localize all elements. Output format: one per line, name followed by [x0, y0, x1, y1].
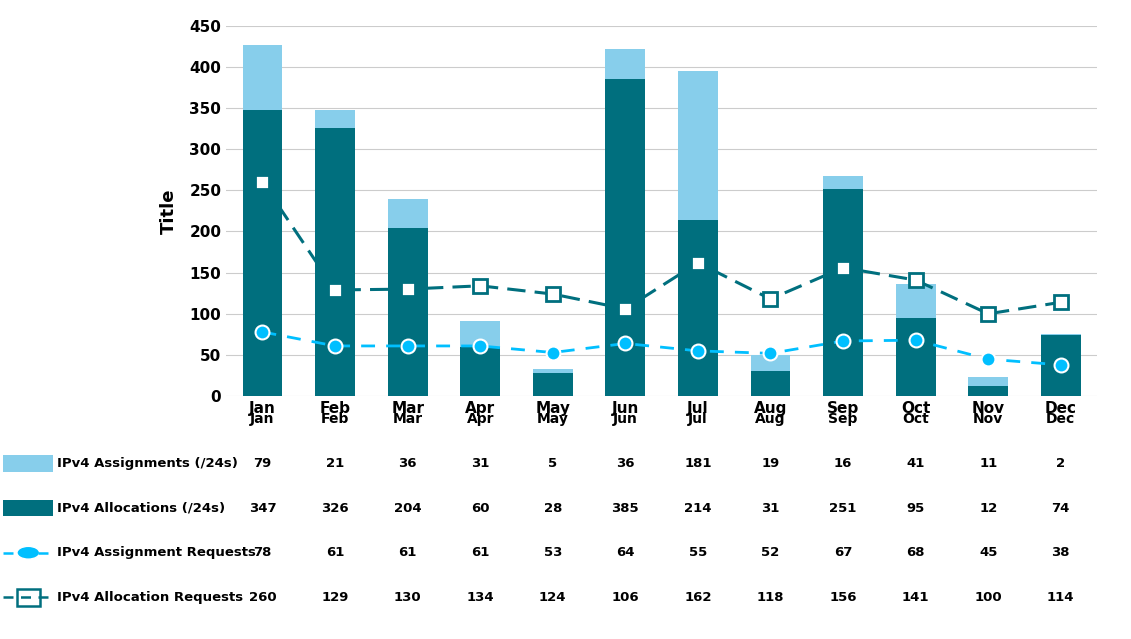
Text: 95: 95: [907, 502, 925, 514]
Text: 12: 12: [979, 502, 998, 514]
Text: 162: 162: [684, 591, 711, 604]
Text: 129: 129: [321, 591, 348, 604]
Text: 16: 16: [834, 457, 853, 470]
Bar: [823, 176, 863, 189]
Text: Jun: Jun: [613, 412, 638, 426]
Text: IPv4 Assignment Requests: IPv4 Assignment Requests: [57, 546, 256, 559]
Text: 347: 347: [249, 502, 276, 514]
Bar: [677, 220, 718, 396]
Text: Jul: Jul: [688, 412, 708, 426]
Bar: [896, 318, 935, 396]
Text: 31: 31: [470, 457, 490, 470]
Text: 385: 385: [612, 502, 639, 514]
Text: Apr: Apr: [466, 412, 494, 426]
Text: Nov: Nov: [973, 412, 1003, 426]
Text: 41: 41: [906, 457, 925, 470]
Bar: [1041, 334, 1081, 335]
Text: 36: 36: [616, 457, 634, 470]
Text: 55: 55: [689, 546, 707, 559]
Text: 118: 118: [757, 591, 784, 604]
Text: 67: 67: [834, 546, 853, 559]
Y-axis label: Title: Title: [161, 188, 179, 234]
Text: 60: 60: [470, 502, 490, 514]
Bar: [460, 321, 500, 347]
Text: 260: 260: [249, 591, 276, 604]
Bar: [388, 228, 428, 396]
Text: 36: 36: [398, 457, 417, 470]
Text: Mar: Mar: [392, 412, 423, 426]
Text: 156: 156: [829, 591, 857, 604]
Bar: [751, 371, 791, 396]
Text: 68: 68: [906, 546, 925, 559]
Text: 251: 251: [829, 502, 857, 514]
Bar: [677, 71, 718, 220]
Bar: [533, 369, 572, 373]
Text: Aug: Aug: [756, 412, 786, 426]
Text: 61: 61: [398, 546, 417, 559]
Text: 124: 124: [539, 591, 567, 604]
Text: 79: 79: [253, 457, 271, 470]
Text: 5: 5: [549, 457, 558, 470]
Text: 74: 74: [1052, 502, 1070, 514]
Text: Sep: Sep: [828, 412, 857, 426]
Text: 38: 38: [1052, 546, 1070, 559]
Text: 53: 53: [544, 546, 562, 559]
Bar: [751, 355, 791, 371]
Bar: [968, 387, 1008, 396]
Text: 64: 64: [616, 546, 634, 559]
Text: May: May: [537, 412, 569, 426]
Text: 19: 19: [761, 457, 779, 470]
Text: Jan: Jan: [250, 412, 275, 426]
Bar: [823, 189, 863, 396]
Text: 214: 214: [684, 502, 711, 514]
Bar: [605, 79, 646, 396]
Bar: [242, 111, 283, 396]
Text: Oct: Oct: [903, 412, 929, 426]
Text: 100: 100: [975, 591, 1002, 604]
Text: 106: 106: [612, 591, 639, 604]
Bar: [605, 49, 646, 79]
Bar: [316, 111, 355, 128]
Bar: [460, 347, 500, 396]
Text: 11: 11: [979, 457, 998, 470]
Text: IPv4 Allocations (/24s): IPv4 Allocations (/24s): [57, 502, 225, 514]
Text: 21: 21: [326, 457, 344, 470]
Text: 52: 52: [761, 546, 779, 559]
Bar: [968, 377, 1008, 387]
Text: 326: 326: [321, 502, 348, 514]
Bar: [242, 45, 283, 111]
Bar: [896, 284, 935, 318]
Text: 31: 31: [761, 502, 779, 514]
Text: Dec: Dec: [1046, 412, 1076, 426]
Text: 61: 61: [326, 546, 344, 559]
Text: 181: 181: [684, 457, 711, 470]
Text: 61: 61: [470, 546, 490, 559]
Bar: [316, 128, 355, 396]
Text: 141: 141: [901, 591, 930, 604]
Text: 78: 78: [253, 546, 271, 559]
Text: 45: 45: [979, 546, 998, 559]
Bar: [388, 199, 428, 228]
Text: 114: 114: [1047, 591, 1074, 604]
Text: 204: 204: [394, 502, 422, 514]
Text: 130: 130: [394, 591, 422, 604]
Bar: [533, 373, 572, 396]
Text: 2: 2: [1056, 457, 1065, 470]
Text: 28: 28: [544, 502, 562, 514]
Bar: [1041, 335, 1081, 396]
Text: IPv4 Assignments (/24s): IPv4 Assignments (/24s): [57, 457, 238, 470]
Text: Feb: Feb: [321, 412, 349, 426]
Text: IPv4 Allocation Requests: IPv4 Allocation Requests: [57, 591, 243, 604]
Text: 134: 134: [466, 591, 494, 604]
